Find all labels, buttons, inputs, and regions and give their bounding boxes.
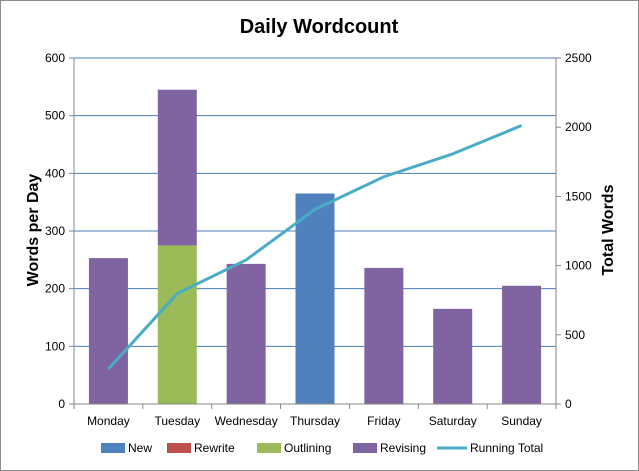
- legend: New Rewrite Outlining Revising Running Total: [101, 441, 543, 455]
- bar-revising-saturday: [433, 308, 473, 404]
- running-total-line: [107, 124, 523, 370]
- x-tick-label: Saturday: [429, 414, 477, 428]
- x-tick-label: Monday: [87, 414, 130, 428]
- y-tick-label: 100: [45, 339, 65, 353]
- legend-label: Rewrite: [194, 441, 235, 455]
- legend-label: New: [128, 441, 152, 455]
- bar-revising-sunday: [502, 285, 542, 404]
- y-tick-label: 300: [45, 224, 65, 238]
- x-tick-label: Sunday: [501, 414, 542, 428]
- bar-new-thursday: [295, 193, 335, 404]
- y2-tick-label: 0: [565, 397, 572, 411]
- y2-tick-label: 500: [565, 328, 585, 342]
- x-axis-ticks: Monday Tuesday Wednesday Thursday Friday Satu…: [87, 414, 542, 428]
- y-tick-label: 0: [58, 397, 65, 411]
- y2-tick-label: 2500: [565, 51, 592, 65]
- y2-tick-label: 2000: [565, 120, 592, 134]
- legend-swatch-outlining: [257, 443, 281, 453]
- legend-label: Running Total: [470, 441, 543, 455]
- y-tick-label: 600: [45, 51, 65, 65]
- x-tick-label: Tuesday: [154, 414, 200, 428]
- y-tick-label: 400: [45, 166, 65, 180]
- y-axis-title: Words per Day: [25, 174, 42, 287]
- bar-revising-monday: [88, 258, 128, 404]
- y2-tick-label: 1000: [565, 259, 592, 273]
- bar-revising-wednesday: [226, 263, 266, 404]
- x-tick-label: Thursday: [290, 414, 340, 428]
- y-tick-label: 200: [45, 282, 65, 296]
- legend-swatch-new: [101, 443, 125, 453]
- y-tick-label: 500: [45, 109, 65, 123]
- legend-swatch-revising: [353, 443, 377, 453]
- x-tick-label: Wednesday: [215, 414, 278, 428]
- x-tick-label: Friday: [367, 414, 400, 428]
- bar-revising-friday: [364, 267, 404, 404]
- bar-revising-tuesday: [157, 89, 197, 246]
- axes: [69, 57, 561, 409]
- y2-axis-title: Total Words: [600, 184, 617, 275]
- legend-swatch-rewrite: [167, 443, 191, 453]
- chart-title: Daily Wordcount: [240, 16, 399, 38]
- legend-label: Revising: [380, 441, 426, 455]
- y2-tick-label: 1500: [565, 189, 592, 203]
- bar-outlining-tuesday: [157, 245, 197, 404]
- legend-label: Outlining: [284, 441, 331, 455]
- y2-axis-ticks: 0 500 1000 1500 2000 2500: [565, 51, 592, 411]
- gridlines: [74, 57, 556, 347]
- y-axis-ticks: 0 100 200 300 400 500 600: [45, 51, 65, 411]
- bars: [88, 89, 542, 404]
